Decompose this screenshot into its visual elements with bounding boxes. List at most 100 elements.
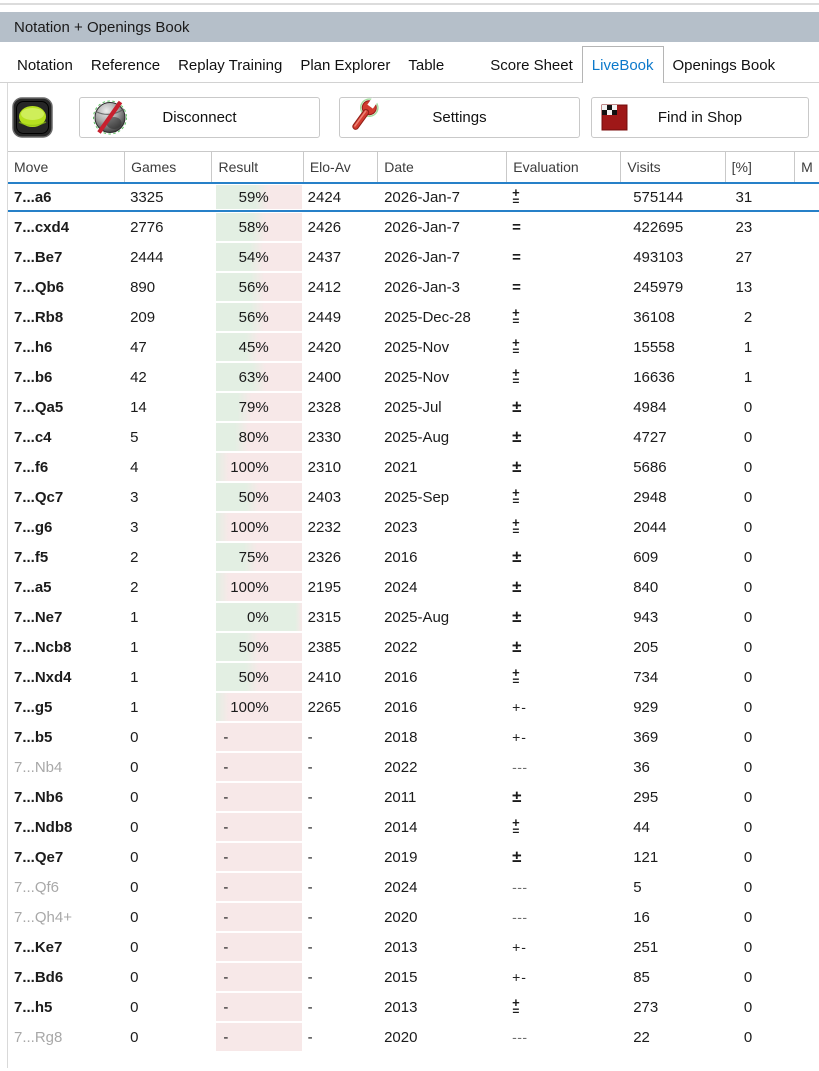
result-bar: 0% — [216, 603, 301, 631]
percent-cell: 0 — [724, 452, 794, 482]
evaluation-cell: --- — [506, 1022, 620, 1052]
games-cell: 0 — [124, 902, 211, 932]
window-titlebar[interactable]: Notation + Openings Book — [0, 12, 819, 42]
tab-livebook[interactable]: LiveBook — [582, 46, 664, 83]
tab-score-sheet[interactable]: Score Sheet — [481, 50, 582, 82]
column-header-7[interactable]: [%] — [725, 152, 795, 182]
elo-cell: - — [303, 782, 377, 812]
evaluation-cell: = — [506, 212, 620, 242]
tab-plan-explorer[interactable]: Plan Explorer — [291, 50, 399, 82]
evaluation-cell: ± — [506, 572, 620, 602]
column-header-1[interactable]: Games — [124, 152, 211, 182]
m-cell — [794, 272, 819, 302]
tab-notation[interactable]: Notation — [8, 50, 82, 82]
tab-reference[interactable]: Reference — [82, 50, 169, 82]
column-header-8[interactable]: M — [794, 152, 819, 182]
visits-cell: 422695 — [620, 212, 724, 242]
visits-cell: 36108 — [620, 302, 724, 332]
tab-table[interactable]: Table — [399, 50, 453, 82]
result-cell: 100% — [211, 452, 302, 482]
result-cell: - — [211, 812, 302, 842]
result-cell: 58% — [211, 212, 302, 242]
column-header-0[interactable]: Move — [8, 152, 124, 182]
evaluation-cell: ± — [506, 602, 620, 632]
tab-openings-book[interactable]: Openings Book — [664, 50, 785, 82]
result-cell: 54% — [211, 242, 302, 272]
visits-cell: 16 — [620, 902, 724, 932]
move-cell: 7...Qe7 — [8, 842, 124, 872]
elo-cell: - — [303, 872, 377, 902]
visits-cell: 121 — [620, 842, 724, 872]
result-cell: 50% — [211, 632, 302, 662]
m-cell — [794, 602, 819, 632]
disconnect-button[interactable]: Disconnect — [79, 97, 320, 138]
date-cell: 2022 — [377, 752, 506, 782]
date-cell: 2014 — [377, 812, 506, 842]
elo-cell: 2449 — [303, 302, 377, 332]
result-cell: - — [211, 992, 302, 1022]
result-bar: 45% — [216, 333, 301, 361]
evaluation-symbol: = — [512, 219, 521, 236]
result-value: - — [223, 819, 228, 836]
percent-cell: 27 — [724, 242, 794, 272]
move-cell: 7...f5 — [8, 542, 124, 572]
games-cell: 2776 — [124, 212, 211, 242]
visits-cell: 5686 — [620, 452, 724, 482]
settings-button[interactable]: Settings — [339, 97, 580, 138]
column-header-2[interactable]: Result — [211, 152, 302, 182]
column-header-4[interactable]: Date — [377, 152, 506, 182]
games-cell: 47 — [124, 332, 211, 362]
evaluation-cell: --- — [506, 752, 620, 782]
evaluation-symbol: +- — [512, 939, 527, 955]
percent-cell: 0 — [724, 752, 794, 782]
column-header-6[interactable]: Visits — [620, 152, 724, 182]
result-bar: - — [216, 783, 301, 811]
elo-cell: 2315 — [303, 602, 377, 632]
result-cell: 63% — [211, 362, 302, 392]
result-bar: 50% — [216, 663, 301, 691]
games-cell: 2444 — [124, 242, 211, 272]
find-in-shop-button[interactable]: Find in Shop — [591, 97, 809, 138]
games-cell: 1 — [124, 602, 211, 632]
date-cell: 2020 — [377, 1022, 506, 1052]
date-cell: 2025-Dec-28 — [377, 302, 506, 332]
elo-cell: 2410 — [303, 662, 377, 692]
result-bar: 50% — [216, 483, 301, 511]
column-header-3[interactable]: Elo-Av — [303, 152, 377, 182]
m-cell — [794, 392, 819, 422]
tab-replay-training[interactable]: Replay Training — [169, 50, 291, 82]
evaluation-cell: ± — [506, 542, 620, 572]
column-header-5[interactable]: Evaluation — [506, 152, 620, 182]
move-cell: 7...Qa5 — [8, 392, 124, 422]
